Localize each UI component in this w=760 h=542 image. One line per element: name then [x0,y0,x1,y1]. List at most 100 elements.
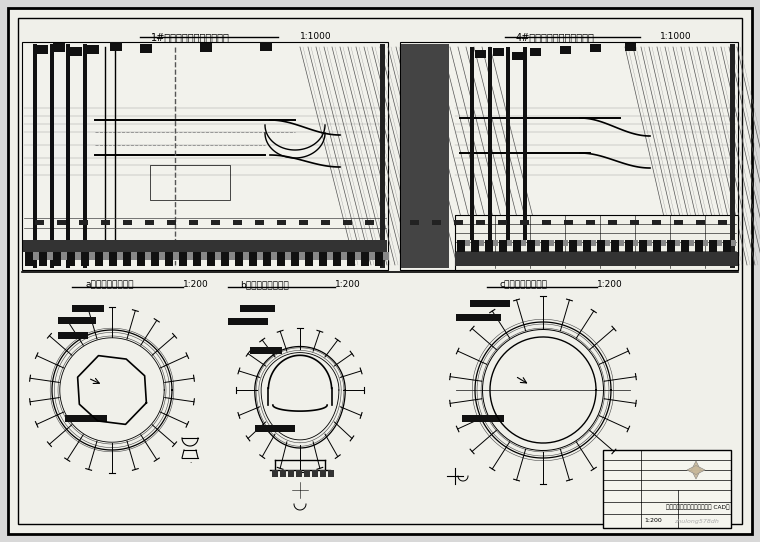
Bar [263,252,271,266]
Bar [462,415,504,422]
Bar [475,50,486,58]
Bar [285,252,291,260]
Bar [260,42,272,51]
Text: zhulong578dh: zhulong578dh [673,519,718,524]
Bar [70,47,82,56]
Bar [312,470,318,477]
Bar [271,252,277,260]
Bar [383,252,389,260]
Bar [233,220,242,225]
Bar [240,305,275,312]
Text: 1:1000: 1:1000 [300,32,331,41]
Bar [535,240,540,246]
Bar [520,220,529,225]
Bar [228,318,268,325]
Bar [696,220,705,225]
Bar [343,220,352,225]
Bar [201,252,207,260]
Bar [639,240,647,252]
Bar [380,44,385,268]
Bar [53,43,65,52]
Text: 1:1000: 1:1000 [660,32,692,41]
Bar [255,425,295,432]
Bar [630,220,639,225]
Bar [470,47,474,240]
Bar [200,43,212,52]
Bar [83,44,87,268]
Bar [432,220,441,225]
Bar [611,240,619,252]
Bar [513,240,521,252]
Bar [58,317,96,324]
Bar [39,252,47,266]
Bar [272,470,278,477]
Bar [410,220,419,225]
Text: 地下电站引水隧洞开挖支护图 CAD图: 地下电站引水隧洞开挖支护图 CAD图 [667,504,730,510]
Bar [718,220,727,225]
Bar [506,47,510,240]
Bar [87,45,99,54]
Bar [652,220,661,225]
Bar [221,252,229,266]
Bar [109,252,117,266]
Bar [521,240,526,246]
Bar [22,42,388,270]
Bar [401,44,449,268]
Bar [255,220,264,225]
Bar [207,252,215,266]
Bar [689,240,694,246]
Text: 1#机引水隧洞开挖纵剖面图: 1#机引水隧洞开挖纵剖面图 [150,32,230,42]
Bar [173,252,179,260]
Bar [53,252,61,266]
Bar [455,252,738,266]
Bar [608,220,617,225]
Bar [123,220,132,225]
Bar [165,252,173,266]
Bar [731,240,736,246]
Text: .: . [189,458,191,464]
Bar [36,45,48,54]
Bar [110,42,122,51]
Text: 1:200: 1:200 [644,519,662,524]
Bar [454,220,463,225]
Bar [488,47,492,240]
Bar [145,252,151,260]
Bar [603,450,731,528]
Bar [33,44,37,268]
Bar [493,48,504,56]
Bar [151,252,159,266]
Text: b型断面开挖支护图: b型断面开挖支护图 [240,280,289,289]
Bar [619,240,624,246]
Bar [101,220,110,225]
Bar [681,240,689,252]
Bar [499,240,507,252]
Bar [189,220,198,225]
Bar [81,252,89,266]
Bar [187,252,193,260]
Bar [555,240,563,252]
Bar [703,240,708,246]
Bar [67,252,75,266]
Bar [674,220,683,225]
Bar [131,252,137,260]
Bar [375,252,383,266]
Bar [457,240,465,252]
Bar [400,42,738,270]
Bar [675,240,680,246]
Bar [319,252,327,266]
Text: 4#机引水隧洞开挖纵剖面图: 4#机引水隧洞开挖纵剖面图 [515,32,594,42]
Bar [313,252,319,260]
Bar [299,220,308,225]
Bar [327,252,333,260]
Bar [605,240,610,246]
Bar [75,252,81,260]
Bar [23,240,387,252]
Bar [47,252,53,260]
Bar [89,252,95,260]
Bar [304,470,310,477]
Bar [35,220,44,225]
Bar [485,240,493,252]
Bar [66,44,70,268]
Bar [57,220,66,225]
Bar [471,240,479,252]
